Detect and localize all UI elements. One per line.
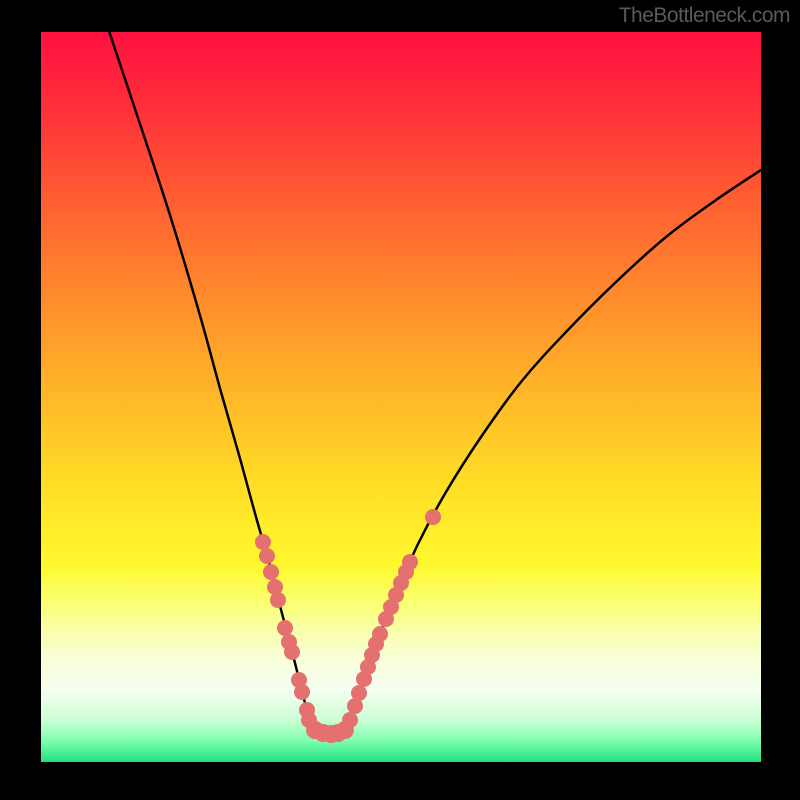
markers-outlier: [425, 509, 441, 525]
data-point: [351, 685, 367, 701]
data-point: [284, 644, 300, 660]
data-point: [259, 548, 275, 564]
bottleneck-chart: [41, 32, 761, 762]
data-point: [402, 554, 418, 570]
data-point: [277, 620, 293, 636]
data-point: [342, 712, 358, 728]
data-point: [372, 626, 388, 642]
chart-plot-area: [41, 32, 761, 762]
data-point: [270, 592, 286, 608]
chart-background: [41, 32, 761, 762]
data-point: [294, 684, 310, 700]
data-point: [255, 534, 271, 550]
data-point: [425, 509, 441, 525]
data-point: [263, 564, 279, 580]
watermark-text: TheBottleneck.com: [619, 4, 790, 28]
